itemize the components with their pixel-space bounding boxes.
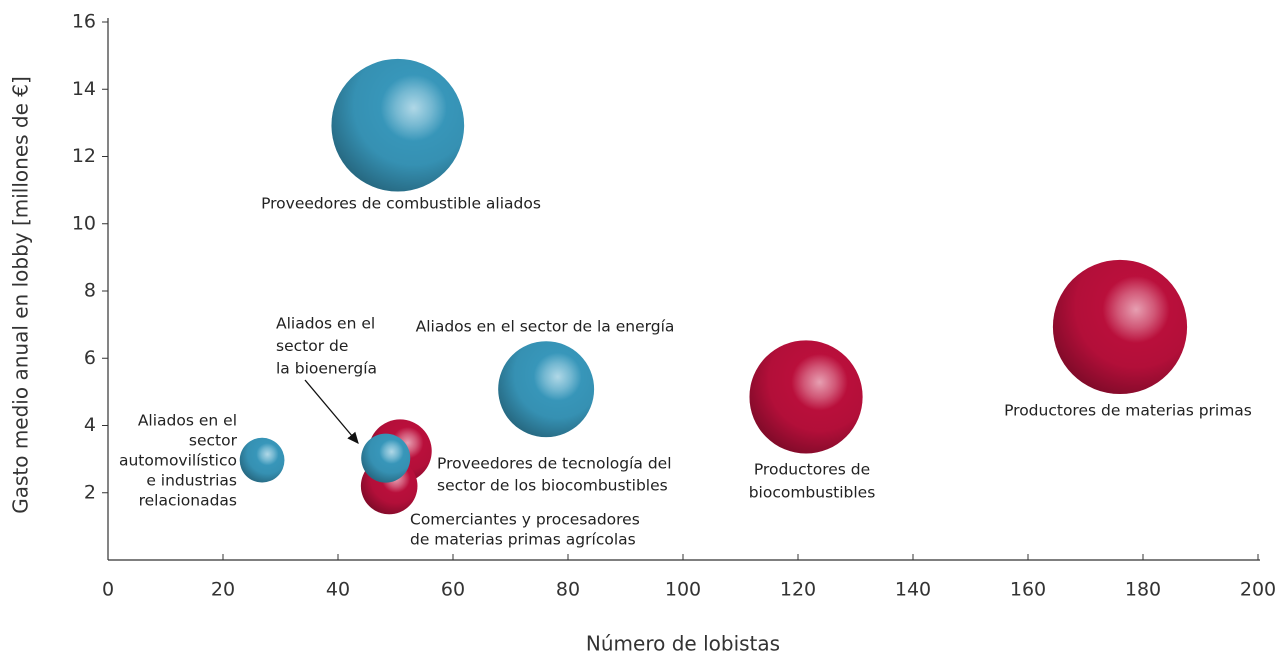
bubble-highlight [361,433,411,483]
y-tick-label: 12 [72,145,96,167]
bubble-label: Proveedores de combustible aliados [261,195,541,213]
bubble-highlight [331,58,465,192]
y-tick-label: 8 [84,280,96,302]
x-tick-label: 140 [895,579,931,601]
arrow [304,379,359,444]
bubble-label: relacionadas [139,492,237,510]
x-tick-label: 40 [326,579,350,601]
x-tick-label: 160 [1010,579,1046,601]
bubble-label: Aliados en el [138,412,237,430]
x-tick-label: 80 [556,579,580,601]
bubble-label: la bioenergía [276,360,377,378]
bubble-label: sector de [276,337,348,355]
bubble-label: Aliados en el [276,315,375,333]
x-tick-label: 60 [441,579,465,601]
bubble-label: sector de los biocombustibles [437,477,668,495]
x-tick-label: 200 [1240,579,1275,601]
bubble-label: Productores de [754,461,870,479]
y-tick-label: 4 [84,414,96,436]
bubble-highlight [239,437,285,483]
x-tick-label: 20 [211,579,235,601]
bubble-label: Aliados en el sector de la energía [416,318,675,336]
bubble-highlight [1052,259,1188,395]
x-tick-label: 120 [780,579,816,601]
bubble-label: e industrias [146,472,237,490]
x-tick-label: 100 [665,579,701,601]
x-tick-label: 180 [1125,579,1161,601]
bubble-highlight [749,340,863,454]
bubble-label: Comerciantes y procesadores [410,511,640,529]
bubble-label: biocombustibles [749,484,876,502]
bubble-highlight [498,341,595,438]
x-axis-title: Número de lobistas [586,632,780,654]
y-tick-label: 2 [84,481,96,503]
bubble-label: Proveedores de tecnología del [437,455,672,473]
bubble-label: Productores de materias primas [1004,402,1252,420]
y-tick-label: 14 [72,78,96,100]
bubble-label: de materias primas agrícolas [410,531,636,549]
y-tick-label: 6 [84,347,96,369]
y-tick-label: 10 [72,212,96,234]
y-axis-title: Gasto medio anual en lobby [millones de … [9,76,33,514]
y-tick-label: 16 [72,11,96,33]
bubble-label: automovilístico [119,452,237,470]
x-tick-label: 0 [102,579,114,601]
bubble-label: sector [189,432,238,450]
